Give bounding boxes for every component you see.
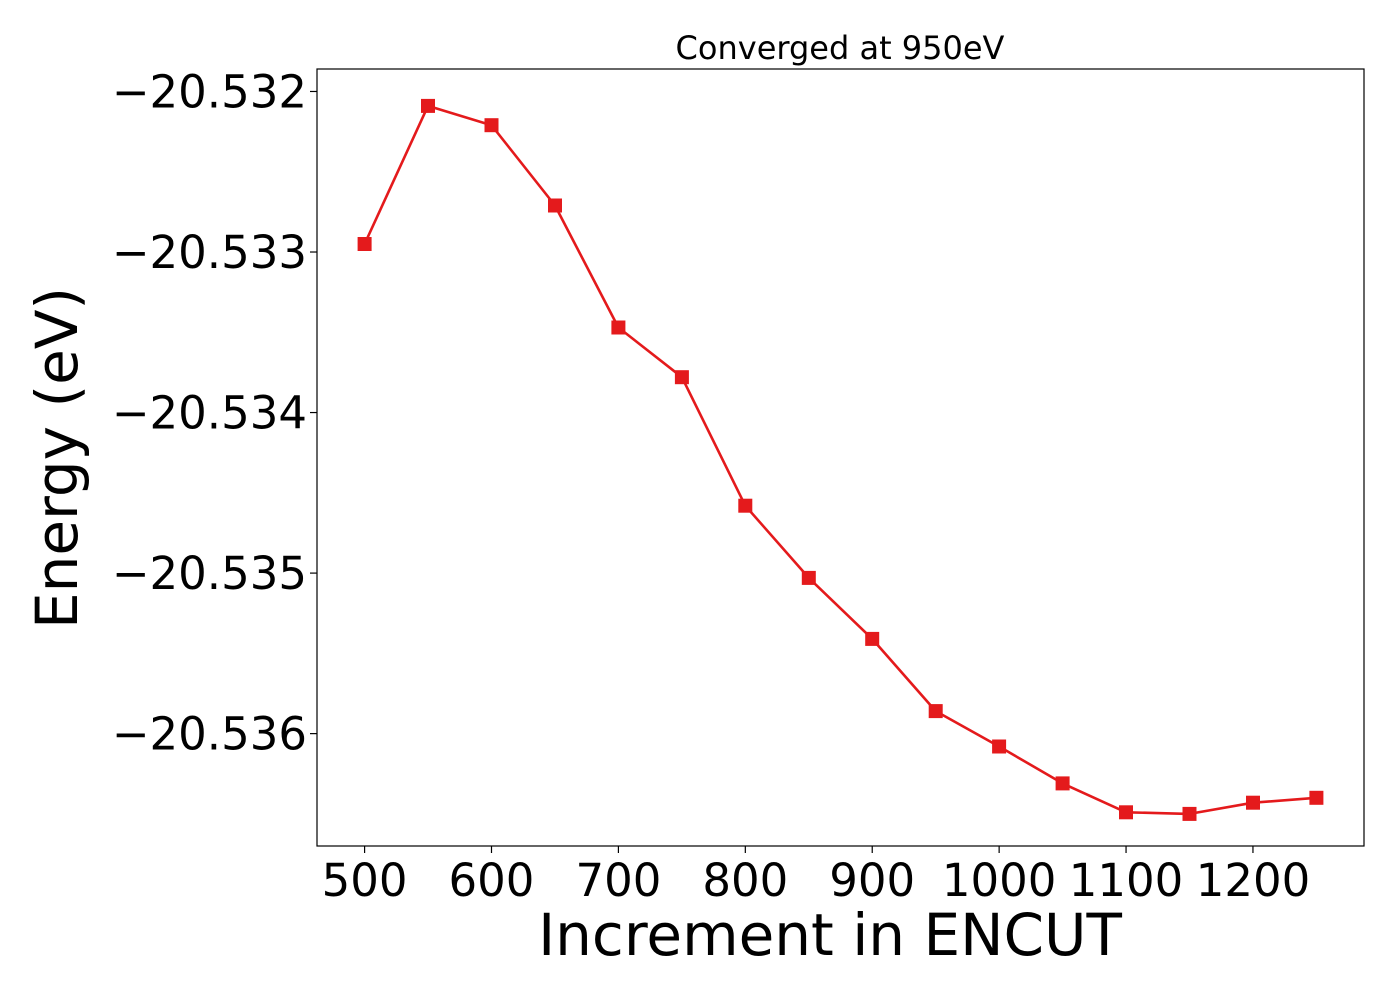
data-point-marker xyxy=(1182,806,1197,821)
x-tick-label: 500 xyxy=(322,854,408,907)
x-axis-label: Increment in ENCUT xyxy=(538,901,1122,969)
series-line xyxy=(363,104,1317,816)
y-tick-label: −20.534 xyxy=(112,387,307,440)
data-point-marker xyxy=(674,370,689,385)
data-point-marker xyxy=(1119,805,1133,820)
x-tick-label: 1000 xyxy=(942,854,1057,907)
data-point-marker xyxy=(928,704,943,719)
data-point-marker xyxy=(548,198,562,213)
plot-frame xyxy=(316,68,1365,847)
data-point-marker xyxy=(421,98,435,113)
x-tick-label: 600 xyxy=(449,854,535,907)
y-tick-label: −20.532 xyxy=(112,65,307,118)
y-tick-label: −20.536 xyxy=(112,708,307,761)
data-point-marker xyxy=(801,570,816,585)
data-point-marker xyxy=(484,118,499,133)
y-tick-label: −20.533 xyxy=(112,226,307,279)
data-point-marker xyxy=(1246,795,1260,810)
x-tick-label: 1100 xyxy=(1069,854,1184,907)
x-tick-label: 700 xyxy=(575,854,661,907)
x-tick-label: 1200 xyxy=(1196,854,1311,907)
x-tick-label: 900 xyxy=(829,854,915,907)
data-point-marker xyxy=(738,498,753,513)
data-point-marker xyxy=(611,320,626,335)
data-point-marker xyxy=(1309,790,1324,805)
y-axis-label: Energy (eV) xyxy=(23,287,91,629)
data-point-marker xyxy=(357,237,372,251)
y-tick-label: −20.535 xyxy=(112,547,307,600)
x-tick-label: 800 xyxy=(702,854,788,907)
data-point-marker xyxy=(992,739,1007,754)
plot-layer: 500 600 700 800 900 1000 1100 1200 −20.532 −20.53… xyxy=(112,65,1365,907)
chart-title: Converged at 950eV xyxy=(676,29,1005,67)
data-point-marker xyxy=(1055,776,1070,791)
data-point-marker xyxy=(865,631,880,646)
